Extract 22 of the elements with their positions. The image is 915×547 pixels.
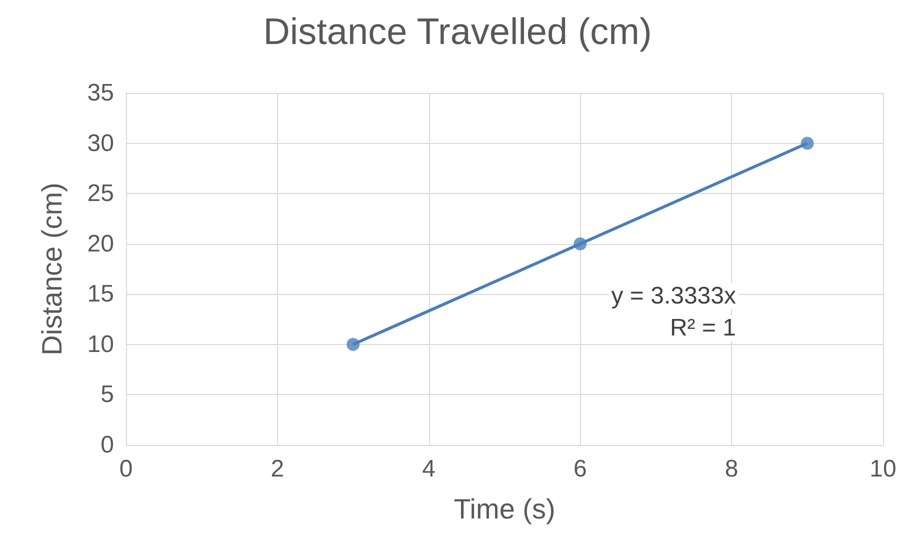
y-tick-label: 5: [100, 381, 114, 408]
x-tick-label: 0: [119, 456, 133, 482]
y-tick-label: 0: [100, 432, 114, 458]
x-tick-label: 4: [422, 456, 436, 482]
x-tick-label: 2: [270, 456, 284, 482]
y-tick-label: 10: [87, 330, 114, 358]
x-tick-label: 6: [574, 456, 587, 482]
annotation: R² = 1: [670, 314, 736, 342]
y-tick-label: 25: [87, 180, 114, 208]
y-tick-label: 20: [87, 230, 114, 258]
x-tick-label: 10: [870, 456, 896, 482]
y-tick-label: 35: [87, 80, 114, 106]
annotation: y = 3.3333x: [611, 282, 736, 310]
y-tick-label: 30: [87, 130, 114, 157]
point: [346, 338, 360, 351]
point: [574, 237, 587, 250]
point: [800, 136, 814, 150]
y-axis-title: Distance (cm): [36, 182, 68, 356]
x-tick-label: 8: [724, 456, 738, 482]
chart-title: Distance Travelled (cm): [263, 11, 652, 52]
y-tick-label: 15: [87, 280, 114, 308]
x-axis-title: Time (s): [454, 494, 556, 524]
